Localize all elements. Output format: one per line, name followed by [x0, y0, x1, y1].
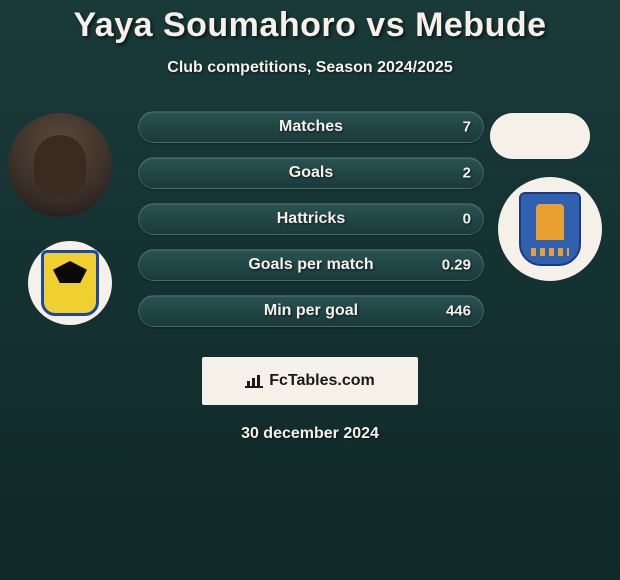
stat-row: Matches 7 [138, 111, 484, 143]
player-left-club-badge [28, 241, 112, 325]
stat-value-right: 446 [446, 303, 471, 320]
brand-badge: FcTables.com [202, 357, 418, 405]
comparison-panel: Matches 7 Goals 2 Hattricks 0 Goals per … [0, 105, 620, 345]
stat-row: Min per goal 446 [138, 295, 484, 327]
date-text: 30 december 2024 [0, 425, 620, 443]
player-right-club-badge [498, 177, 602, 281]
stat-label: Goals [139, 164, 483, 182]
stat-label: Hattricks [139, 210, 483, 228]
brand-text: FcTables.com [269, 372, 375, 390]
stat-value-right: 0 [463, 211, 471, 228]
stat-value-right: 2 [463, 165, 471, 182]
stat-value-right: 0.29 [442, 257, 471, 274]
stat-label: Min per goal [139, 302, 483, 320]
page-subtitle: Club competitions, Season 2024/2025 [0, 59, 620, 77]
player-right-avatar [490, 113, 590, 159]
stat-row: Goals per match 0.29 [138, 249, 484, 281]
stat-row: Goals 2 [138, 157, 484, 189]
stat-value-right: 7 [463, 119, 471, 136]
stat-row: Hattricks 0 [138, 203, 484, 235]
stat-label: Goals per match [139, 256, 483, 274]
page-title: Yaya Soumahoro vs Mebude [0, 6, 620, 45]
stat-label: Matches [139, 118, 483, 136]
stats-list: Matches 7 Goals 2 Hattricks 0 Goals per … [138, 111, 484, 341]
player-left-avatar [8, 113, 112, 217]
bar-chart-icon [245, 374, 263, 388]
